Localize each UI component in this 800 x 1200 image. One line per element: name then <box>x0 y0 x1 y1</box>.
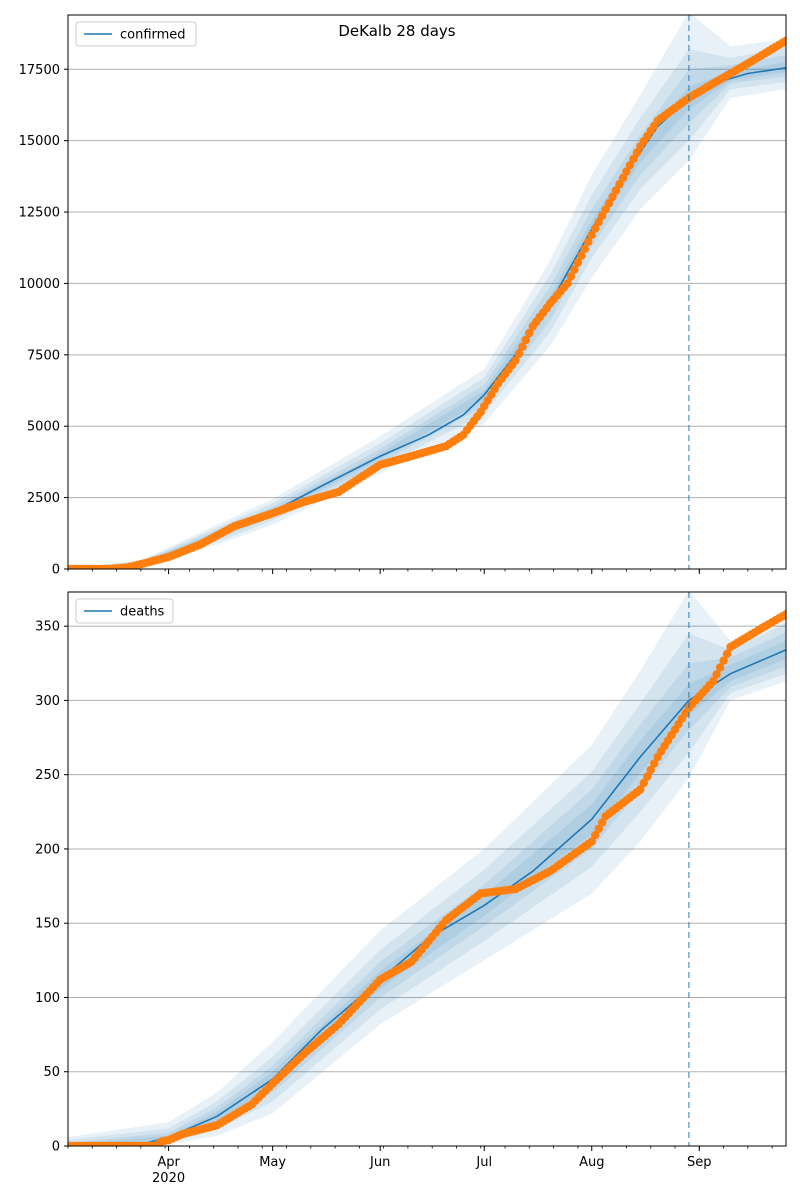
x-tick-label: Sep <box>687 1155 712 1170</box>
observed-point <box>709 676 718 686</box>
y-tick-label: 200 <box>35 842 60 857</box>
x-tick-label: Jul <box>475 1155 492 1170</box>
observed-point <box>639 778 648 788</box>
legend: deaths <box>75 598 174 624</box>
observed-point <box>632 148 642 157</box>
observed-point <box>587 230 596 240</box>
x-tick-label: May <box>259 1155 286 1170</box>
figure-title: DeKalb 28 days <box>338 22 455 40</box>
y-tick-label: 50 <box>43 1065 60 1080</box>
observed-point <box>594 218 603 227</box>
uncertainty-band-2 <box>68 623 786 1146</box>
observed-point <box>601 205 610 214</box>
observed-point <box>598 818 607 827</box>
observed-point <box>587 837 596 846</box>
observed-point <box>580 244 589 253</box>
observed-point <box>594 824 603 834</box>
legend: confirmed <box>75 21 197 47</box>
x-tick-sublabel: 2020 <box>152 1171 185 1186</box>
uncertainty-band-1 <box>68 15 786 569</box>
observed-point <box>584 237 593 246</box>
y-tick-label: 17500 <box>19 63 60 78</box>
observed-point <box>781 610 786 619</box>
confirmed-panel: 0 2500 5000 7500 10000 12500 15000 17500 confirm… <box>19 14 787 578</box>
observed-point <box>608 192 617 201</box>
y-tick-label: 350 <box>35 620 60 635</box>
observed-point <box>643 772 652 781</box>
observed-point <box>615 179 624 189</box>
observed-point <box>525 328 534 338</box>
axes-frame <box>67 14 787 570</box>
observed-point <box>591 224 600 233</box>
uncertainty-band-2 <box>68 47 786 569</box>
y-tick-label: 0 <box>52 1140 60 1155</box>
observed-point <box>577 251 586 260</box>
observed-point <box>604 199 614 208</box>
uncertainty-band-1 <box>68 592 786 1146</box>
y-tick-label: 250 <box>35 768 60 783</box>
observed-point <box>712 670 721 679</box>
x-tick-label: Aug <box>579 1155 604 1170</box>
observed-point <box>514 349 524 358</box>
y-tick-label: 0 <box>52 563 60 578</box>
observed-point <box>511 356 520 365</box>
y-tick-label: 10000 <box>19 277 60 292</box>
observed-point <box>646 765 655 775</box>
observed-points <box>68 610 786 1146</box>
y-tick-label: 12500 <box>19 206 60 221</box>
observed-point <box>563 279 572 288</box>
y-tick-label: 7500 <box>27 348 60 363</box>
observed-point <box>625 161 635 170</box>
observed-point <box>636 785 645 794</box>
legend-label: deaths <box>120 605 165 620</box>
observed-point <box>618 173 628 182</box>
uncertainty-band-4 <box>68 641 786 1146</box>
observed-point <box>611 186 621 195</box>
observed-point <box>521 335 531 345</box>
observed-point <box>566 272 576 281</box>
plot-area <box>68 592 786 1146</box>
axes-frame <box>67 591 787 1147</box>
observed-point <box>622 167 631 176</box>
observed-points <box>68 36 786 569</box>
y-tick-label: 2500 <box>27 491 60 506</box>
y-tick-label: 150 <box>35 917 60 932</box>
legend-label: confirmed <box>120 28 186 43</box>
legend-box <box>75 21 197 47</box>
y-tick-label: 15000 <box>19 134 60 149</box>
y-tick-label: 100 <box>35 991 60 1006</box>
observed-point <box>650 759 659 768</box>
observed-point <box>573 258 583 267</box>
observed-point <box>598 211 607 220</box>
x-tick-label: Apr <box>157 1155 180 1170</box>
legend-box <box>75 598 174 624</box>
x-tick-label: Jun <box>369 1155 390 1170</box>
observed-point <box>719 656 728 665</box>
observed-point <box>518 342 527 351</box>
observed-point <box>781 36 786 45</box>
observed-point <box>570 265 579 274</box>
observed-point <box>591 831 600 840</box>
y-tick-label: 5000 <box>27 420 60 435</box>
plot-area <box>68 15 786 569</box>
observed-point <box>629 154 638 164</box>
observed-point <box>722 649 732 658</box>
y-tick-label: 300 <box>35 694 60 709</box>
observed-point <box>715 663 725 672</box>
